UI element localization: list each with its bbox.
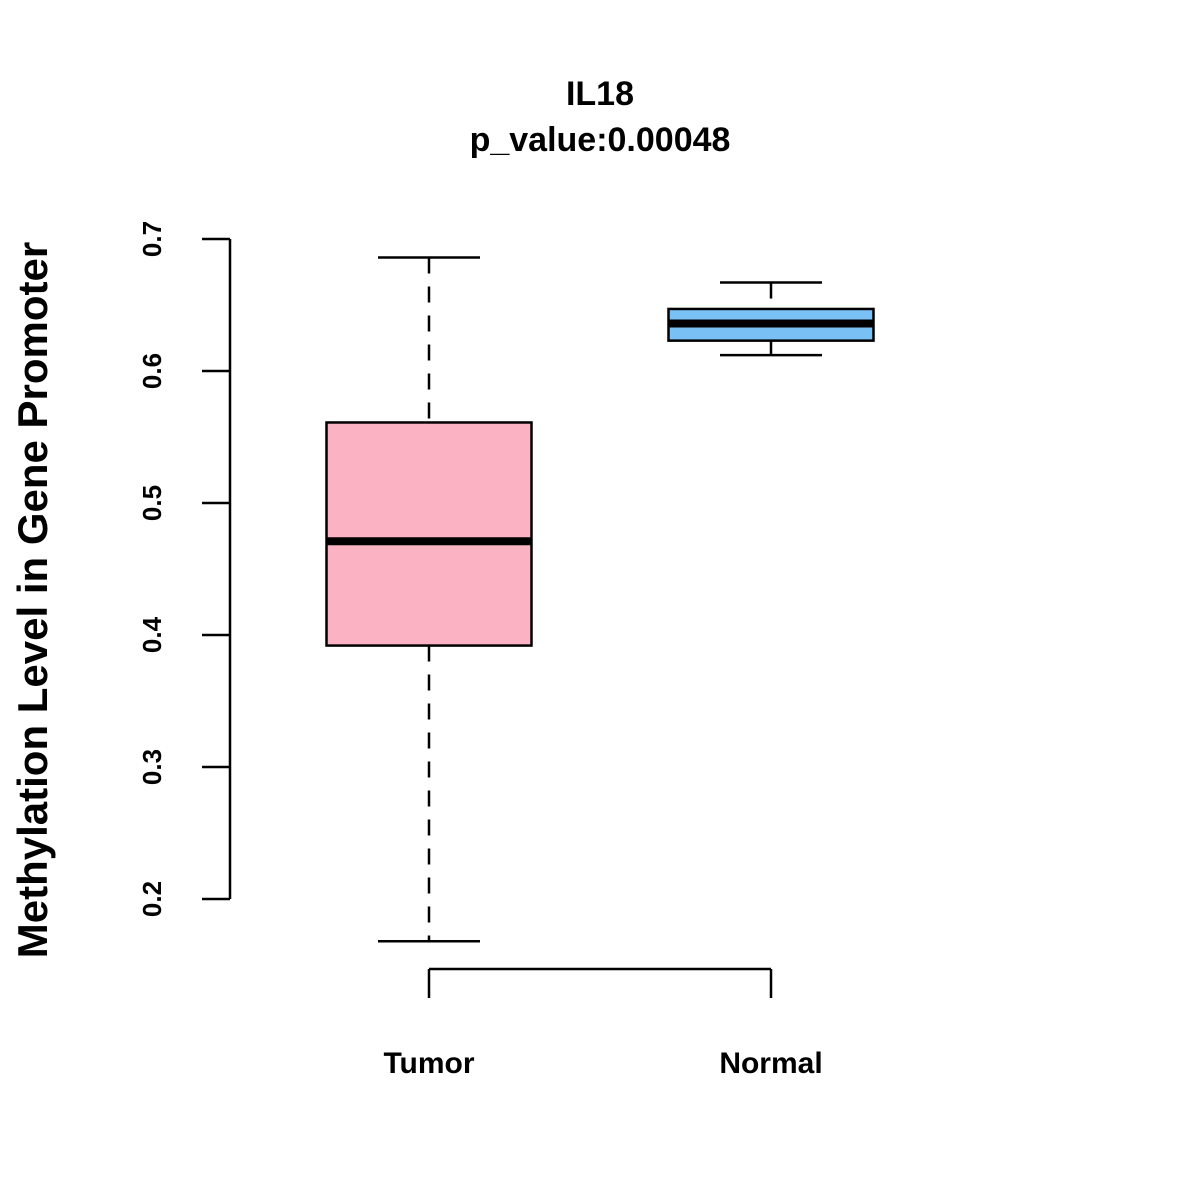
x-tick-label: Tumor: [383, 1047, 474, 1080]
y-tick-label: 0.4: [137, 616, 167, 653]
iqr-box: [325, 421, 533, 647]
boxes: [325, 256, 875, 943]
chart-title: IL18: [566, 75, 634, 113]
box-tumor: [325, 256, 533, 943]
y-axis: 0.2 0.3 0.4 0.5 0.6 0.7: [137, 221, 232, 917]
y-tick-label: 0.7: [137, 221, 167, 257]
y-tick-label: 0.3: [137, 749, 167, 785]
y-tick-label: 0.5: [137, 485, 167, 521]
y-tick-label: 0.2: [137, 881, 167, 917]
x-axis: Tumor Normal: [383, 967, 823, 1080]
box-normal: [667, 281, 875, 357]
y-axis-label: Methylation Level in Gene Promoter: [9, 242, 56, 958]
y-tick-label: 0.6: [137, 353, 167, 389]
x-tick-label: Normal: [719, 1047, 822, 1080]
chart-subtitle: p_value:0.00048: [470, 121, 731, 159]
